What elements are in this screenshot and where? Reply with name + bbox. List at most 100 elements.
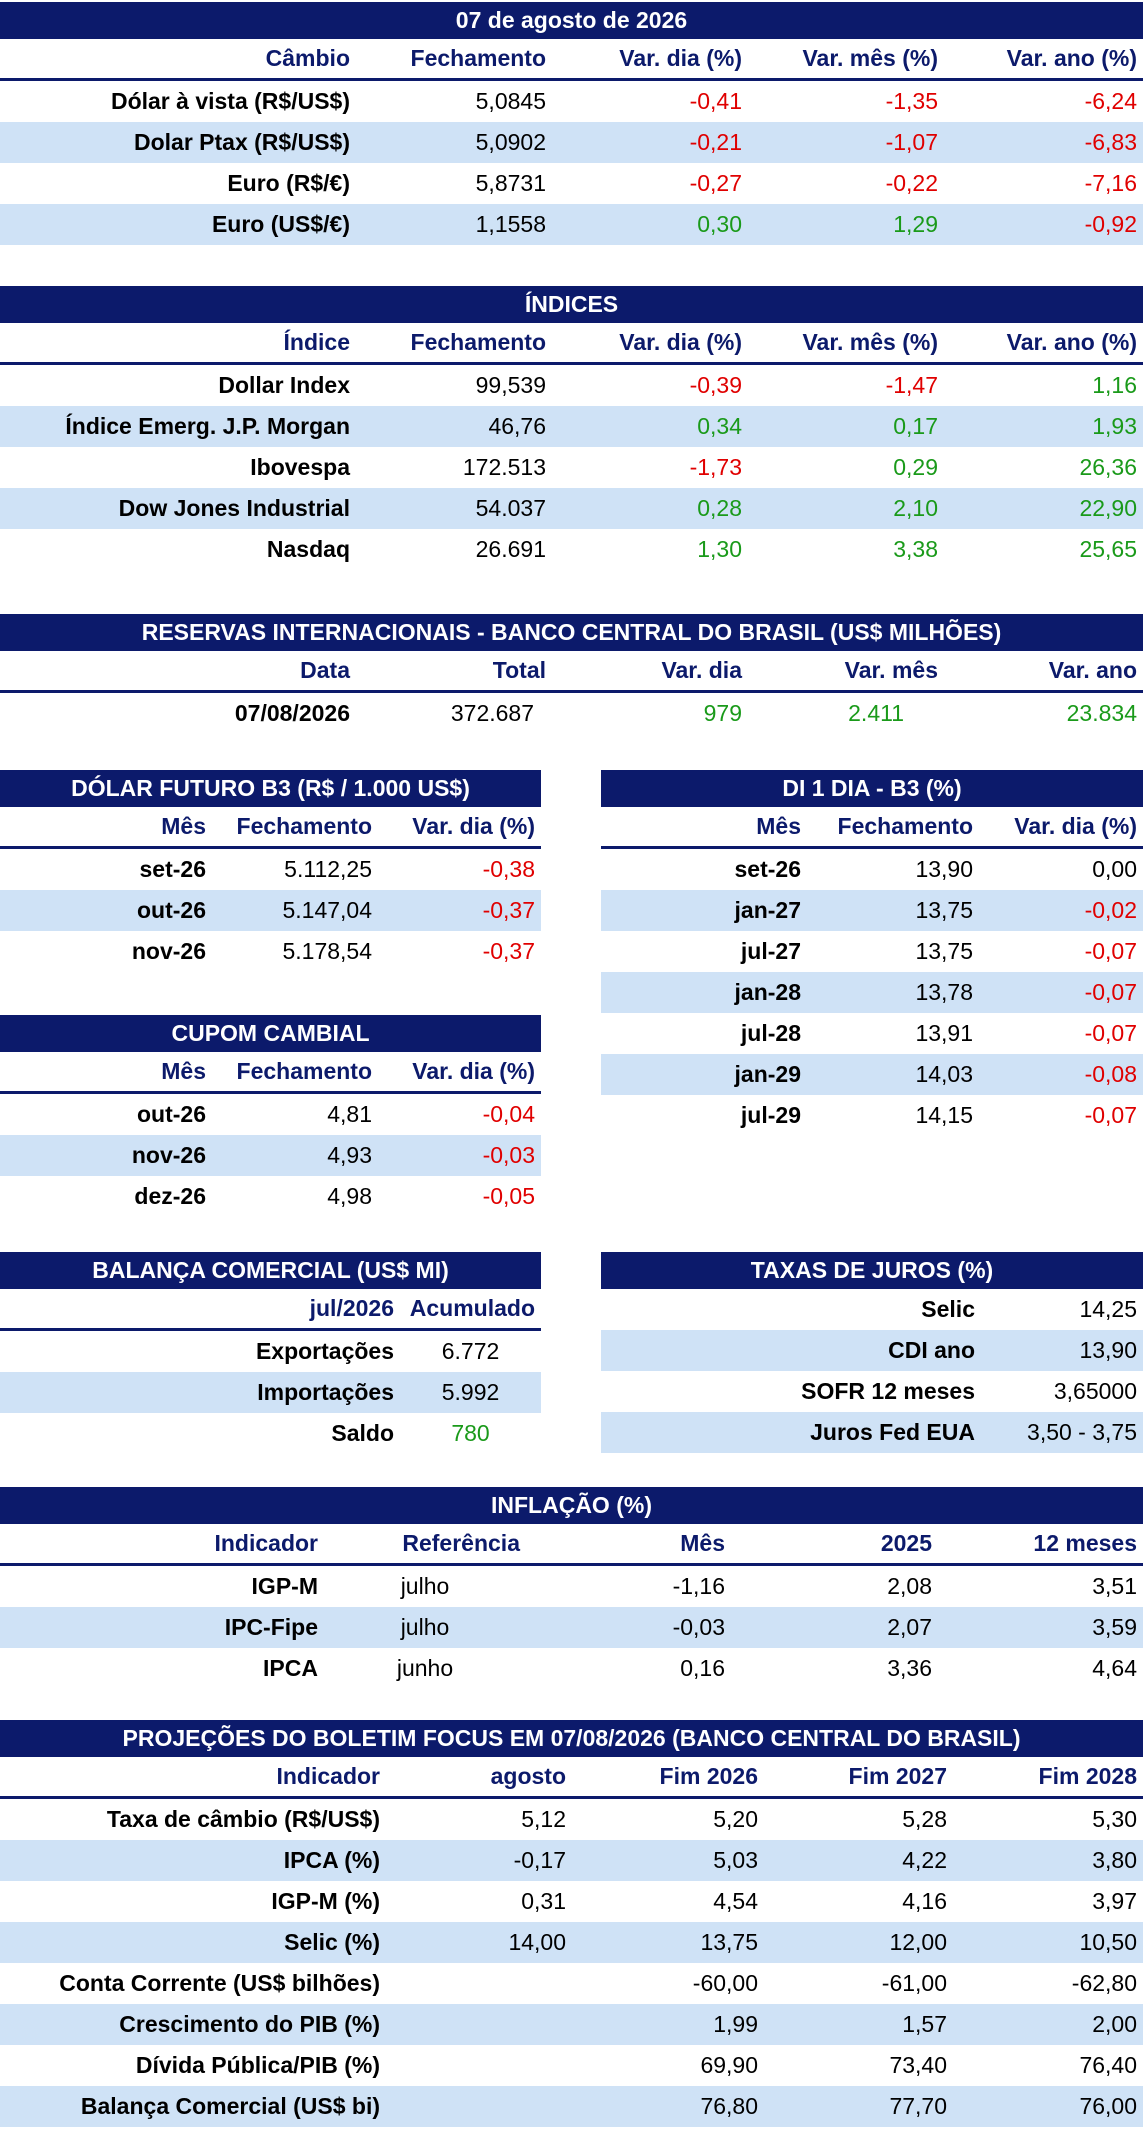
year-change: 1,16	[1092, 372, 1137, 398]
reservas-title: RESERVAS INTERNACIONAIS - BANCO CENTRAL …	[0, 614, 1143, 651]
end-2027-value: 1,57	[764, 2004, 953, 2045]
close-value: 13,75	[915, 938, 973, 964]
row-label: Saldo	[331, 1420, 394, 1446]
table-row: Selic 14,25	[601, 1289, 1143, 1330]
col-header-period: jul/2026	[0, 1289, 400, 1331]
table-row: jul-27 13,75 -0,07	[601, 931, 1143, 972]
row-value: 3,50 - 3,75	[981, 1412, 1143, 1453]
month-change: 2,10	[748, 488, 944, 529]
table-row: Balança Comercial (US$ bi) 76,80 77,70 7…	[0, 2086, 1143, 2127]
year-change: -7,16	[1084, 170, 1137, 196]
end-2026-value: -60,00	[692, 1970, 758, 1996]
col-header: Data	[0, 651, 356, 693]
close-value: 172.513	[462, 454, 546, 480]
august-value	[386, 2086, 572, 2127]
row-label: IGP-M	[251, 1573, 318, 1599]
reserve-day-change: 979	[703, 700, 742, 726]
end-2028-value: 3,97	[1092, 1888, 1137, 1914]
col-header: 2025	[731, 1524, 938, 1566]
end-2028-value: 5,30	[1092, 1806, 1137, 1832]
row-label: Selic	[921, 1296, 975, 1322]
row-label: Dollar Index	[218, 372, 350, 398]
table-row: Selic (%) 14,00 13,75 12,00 10,50	[0, 1922, 1143, 1963]
august-value: 14,00	[386, 1922, 572, 1963]
reference: junho	[396, 1655, 454, 1681]
row-label: Taxa de câmbio (R$/US$)	[106, 1806, 380, 1832]
table-row: Taxa de câmbio (R$/US$) 5,12 5,20 5,28 5…	[0, 1798, 1143, 1841]
row-label: jul-28	[740, 1020, 801, 1046]
august-value: -0,17	[386, 1840, 572, 1881]
table-row: jul-28 13,91 -0,07	[601, 1013, 1143, 1054]
end-2027-value: 77,70	[764, 2086, 953, 2127]
close-value: 5,8731	[475, 170, 546, 196]
table-row: out-26 5.147,04 -0,37	[0, 890, 541, 931]
close-value: 13,90	[915, 856, 973, 882]
close-value: 14,15	[915, 1102, 973, 1128]
end-2027-value: 4,16	[902, 1888, 947, 1914]
close-value: 13,75	[807, 890, 979, 931]
row-label: dez-26	[134, 1183, 206, 1209]
end-2026-value: 69,90	[700, 2052, 758, 2078]
row-label: Selic (%)	[0, 1922, 386, 1963]
day-change: -0,07	[979, 972, 1143, 1013]
col-header: agosto	[386, 1757, 572, 1799]
month-change: 1,29	[748, 204, 944, 245]
twelve-month-value: 3,59	[938, 1607, 1143, 1648]
col-header: Fechamento	[212, 807, 378, 849]
focus-title: PROJEÇÕES DO BOLETIM FOCUS EM 07/08/2026…	[0, 1720, 1143, 1757]
cambio-title: 07 de agosto de 2026	[0, 2, 1143, 39]
end-2028-value: 76,00	[953, 2086, 1143, 2127]
row-label: SOFR 12 meses	[801, 1378, 975, 1404]
di-table: Mês Fechamento Var. dia (%) set-26 13,90…	[601, 807, 1143, 1136]
cambio-section: 07 de agosto de 2026 Câmbio Fechamento V…	[0, 2, 1143, 245]
year-change: 22,90	[944, 488, 1143, 529]
close-value: 4,98	[327, 1183, 372, 1209]
close-value: 5,0902	[356, 122, 552, 163]
end-2026-value: 13,75	[572, 1922, 764, 1963]
month-change: -1,07	[748, 122, 944, 163]
focus-section: PROJEÇÕES DO BOLETIM FOCUS EM 07/08/2026…	[0, 1720, 1143, 2127]
table-row: CDI ano 13,90	[601, 1330, 1143, 1371]
month-value: -1,16	[672, 1573, 725, 1599]
table-row: Nasdaq 26.691 1,30 3,38 25,65	[0, 529, 1143, 570]
inflacao-section: INFLAÇÃO (%) Indicador Referência Mês 20…	[0, 1487, 1143, 1689]
row-label: IPCA	[263, 1655, 318, 1681]
row-value: 14,25	[1079, 1296, 1137, 1322]
table-row: nov-26 4,93 -0,03	[0, 1135, 541, 1176]
day-change: -0,37	[378, 890, 541, 931]
table-row: jul-29 14,15 -0,07	[601, 1095, 1143, 1136]
day-change: -0,07	[1084, 938, 1137, 964]
row-value: 13,90	[981, 1330, 1143, 1371]
day-change: -0,41	[689, 88, 742, 114]
august-value: 0,31	[521, 1888, 566, 1914]
indices-title: ÍNDICES	[0, 286, 1143, 323]
year-change: 1,93	[944, 406, 1143, 447]
table-row: IPCA (%) -0,17 5,03 4,22 3,80	[0, 1840, 1143, 1881]
row-label: IPC-Fipe	[0, 1607, 324, 1648]
di-title: DI 1 DIA - B3 (%)	[601, 770, 1143, 807]
day-change: 0,00	[1092, 856, 1137, 882]
table-row: Conta Corrente (US$ bilhões) -60,00 -61,…	[0, 1963, 1143, 2004]
august-value	[386, 2045, 572, 2086]
col-header: Var. dia (%)	[979, 807, 1143, 849]
reservas-section: RESERVAS INTERNACIONAIS - BANCO CENTRAL …	[0, 614, 1143, 734]
day-change: -0,27	[689, 170, 742, 196]
col-header: Var. ano (%)	[944, 39, 1143, 81]
col-header: Mês	[0, 807, 212, 849]
indices-section: ÍNDICES Índice Fechamento Var. dia (%) V…	[0, 286, 1143, 570]
col-header: Fechamento	[356, 39, 552, 81]
row-label: nov-26	[131, 938, 206, 964]
day-change: -0,05	[482, 1183, 535, 1209]
row-value: 5.992	[400, 1372, 541, 1413]
end-2027-value: 4,22	[764, 1840, 953, 1881]
month-change: 0,17	[748, 406, 944, 447]
end-2026-value: 4,54	[713, 1888, 758, 1914]
dolar-futuro-table: Mês Fechamento Var. dia (%) set-26 5.112…	[0, 807, 541, 972]
august-value	[386, 2004, 572, 2045]
close-value: 13,91	[915, 1020, 973, 1046]
juros-table: Selic 14,25 CDI ano 13,90 SOFR 12 meses …	[601, 1289, 1143, 1453]
day-change: -0,08	[979, 1054, 1143, 1095]
col-header: Mês	[601, 807, 807, 849]
row-label: jan-27	[601, 890, 807, 931]
close-value: 4,81	[327, 1101, 372, 1127]
